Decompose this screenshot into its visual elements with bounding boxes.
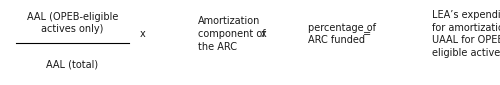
Text: AAL (OPEB-eligible
actives only): AAL (OPEB-eligible actives only) bbox=[27, 12, 118, 34]
Text: x: x bbox=[140, 29, 145, 39]
Text: Amortization
component of
the ARC: Amortization component of the ARC bbox=[198, 16, 265, 52]
Text: AAL (total): AAL (total) bbox=[46, 60, 98, 70]
Text: LEA’s expenditure
for amortization of
UAAL for OPEB-
eligible actives: LEA’s expenditure for amortization of UA… bbox=[432, 10, 500, 58]
Text: =: = bbox=[364, 29, 372, 39]
Text: x: x bbox=[261, 29, 267, 39]
Text: percentage of
ARC funded: percentage of ARC funded bbox=[308, 23, 376, 45]
